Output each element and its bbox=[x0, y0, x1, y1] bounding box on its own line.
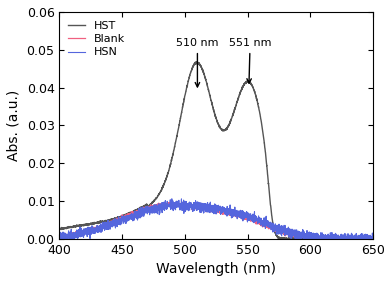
Legend: HST, Blank, HSN: HST, Blank, HSN bbox=[65, 18, 129, 61]
HST bbox=[57, 228, 62, 231]
Line: Blank: Blank bbox=[59, 202, 373, 239]
Blank bbox=[93, 228, 98, 231]
HSN bbox=[58, 237, 63, 240]
HSN bbox=[331, 233, 336, 237]
Line: HST: HST bbox=[59, 62, 373, 239]
Text: 510 nm: 510 nm bbox=[176, 38, 219, 87]
Line: HSN: HSN bbox=[59, 199, 373, 239]
HST bbox=[111, 218, 116, 221]
Blank bbox=[111, 219, 116, 222]
HSN bbox=[178, 206, 182, 209]
HST bbox=[331, 237, 336, 240]
HSN bbox=[371, 237, 376, 240]
Blank bbox=[191, 206, 196, 209]
Blank bbox=[371, 237, 376, 240]
Text: 551 nm: 551 nm bbox=[229, 38, 271, 83]
HSN bbox=[111, 221, 116, 224]
HST bbox=[278, 237, 283, 240]
HST bbox=[191, 65, 196, 68]
Blank bbox=[304, 237, 309, 240]
HST bbox=[194, 60, 199, 64]
Blank bbox=[177, 204, 182, 208]
X-axis label: Wavelength (nm): Wavelength (nm) bbox=[156, 262, 276, 276]
Blank bbox=[57, 234, 62, 237]
Blank bbox=[331, 236, 336, 239]
HSN bbox=[191, 209, 196, 213]
HSN bbox=[365, 233, 370, 236]
HST bbox=[177, 121, 182, 124]
HST bbox=[93, 222, 98, 225]
HST bbox=[365, 237, 370, 240]
HSN bbox=[93, 227, 98, 230]
Blank bbox=[181, 200, 186, 203]
Y-axis label: Abs. (a.u.): Abs. (a.u.) bbox=[7, 90, 21, 161]
HSN bbox=[169, 197, 174, 200]
Blank bbox=[365, 236, 370, 239]
HST bbox=[371, 236, 376, 240]
HSN bbox=[57, 233, 62, 236]
